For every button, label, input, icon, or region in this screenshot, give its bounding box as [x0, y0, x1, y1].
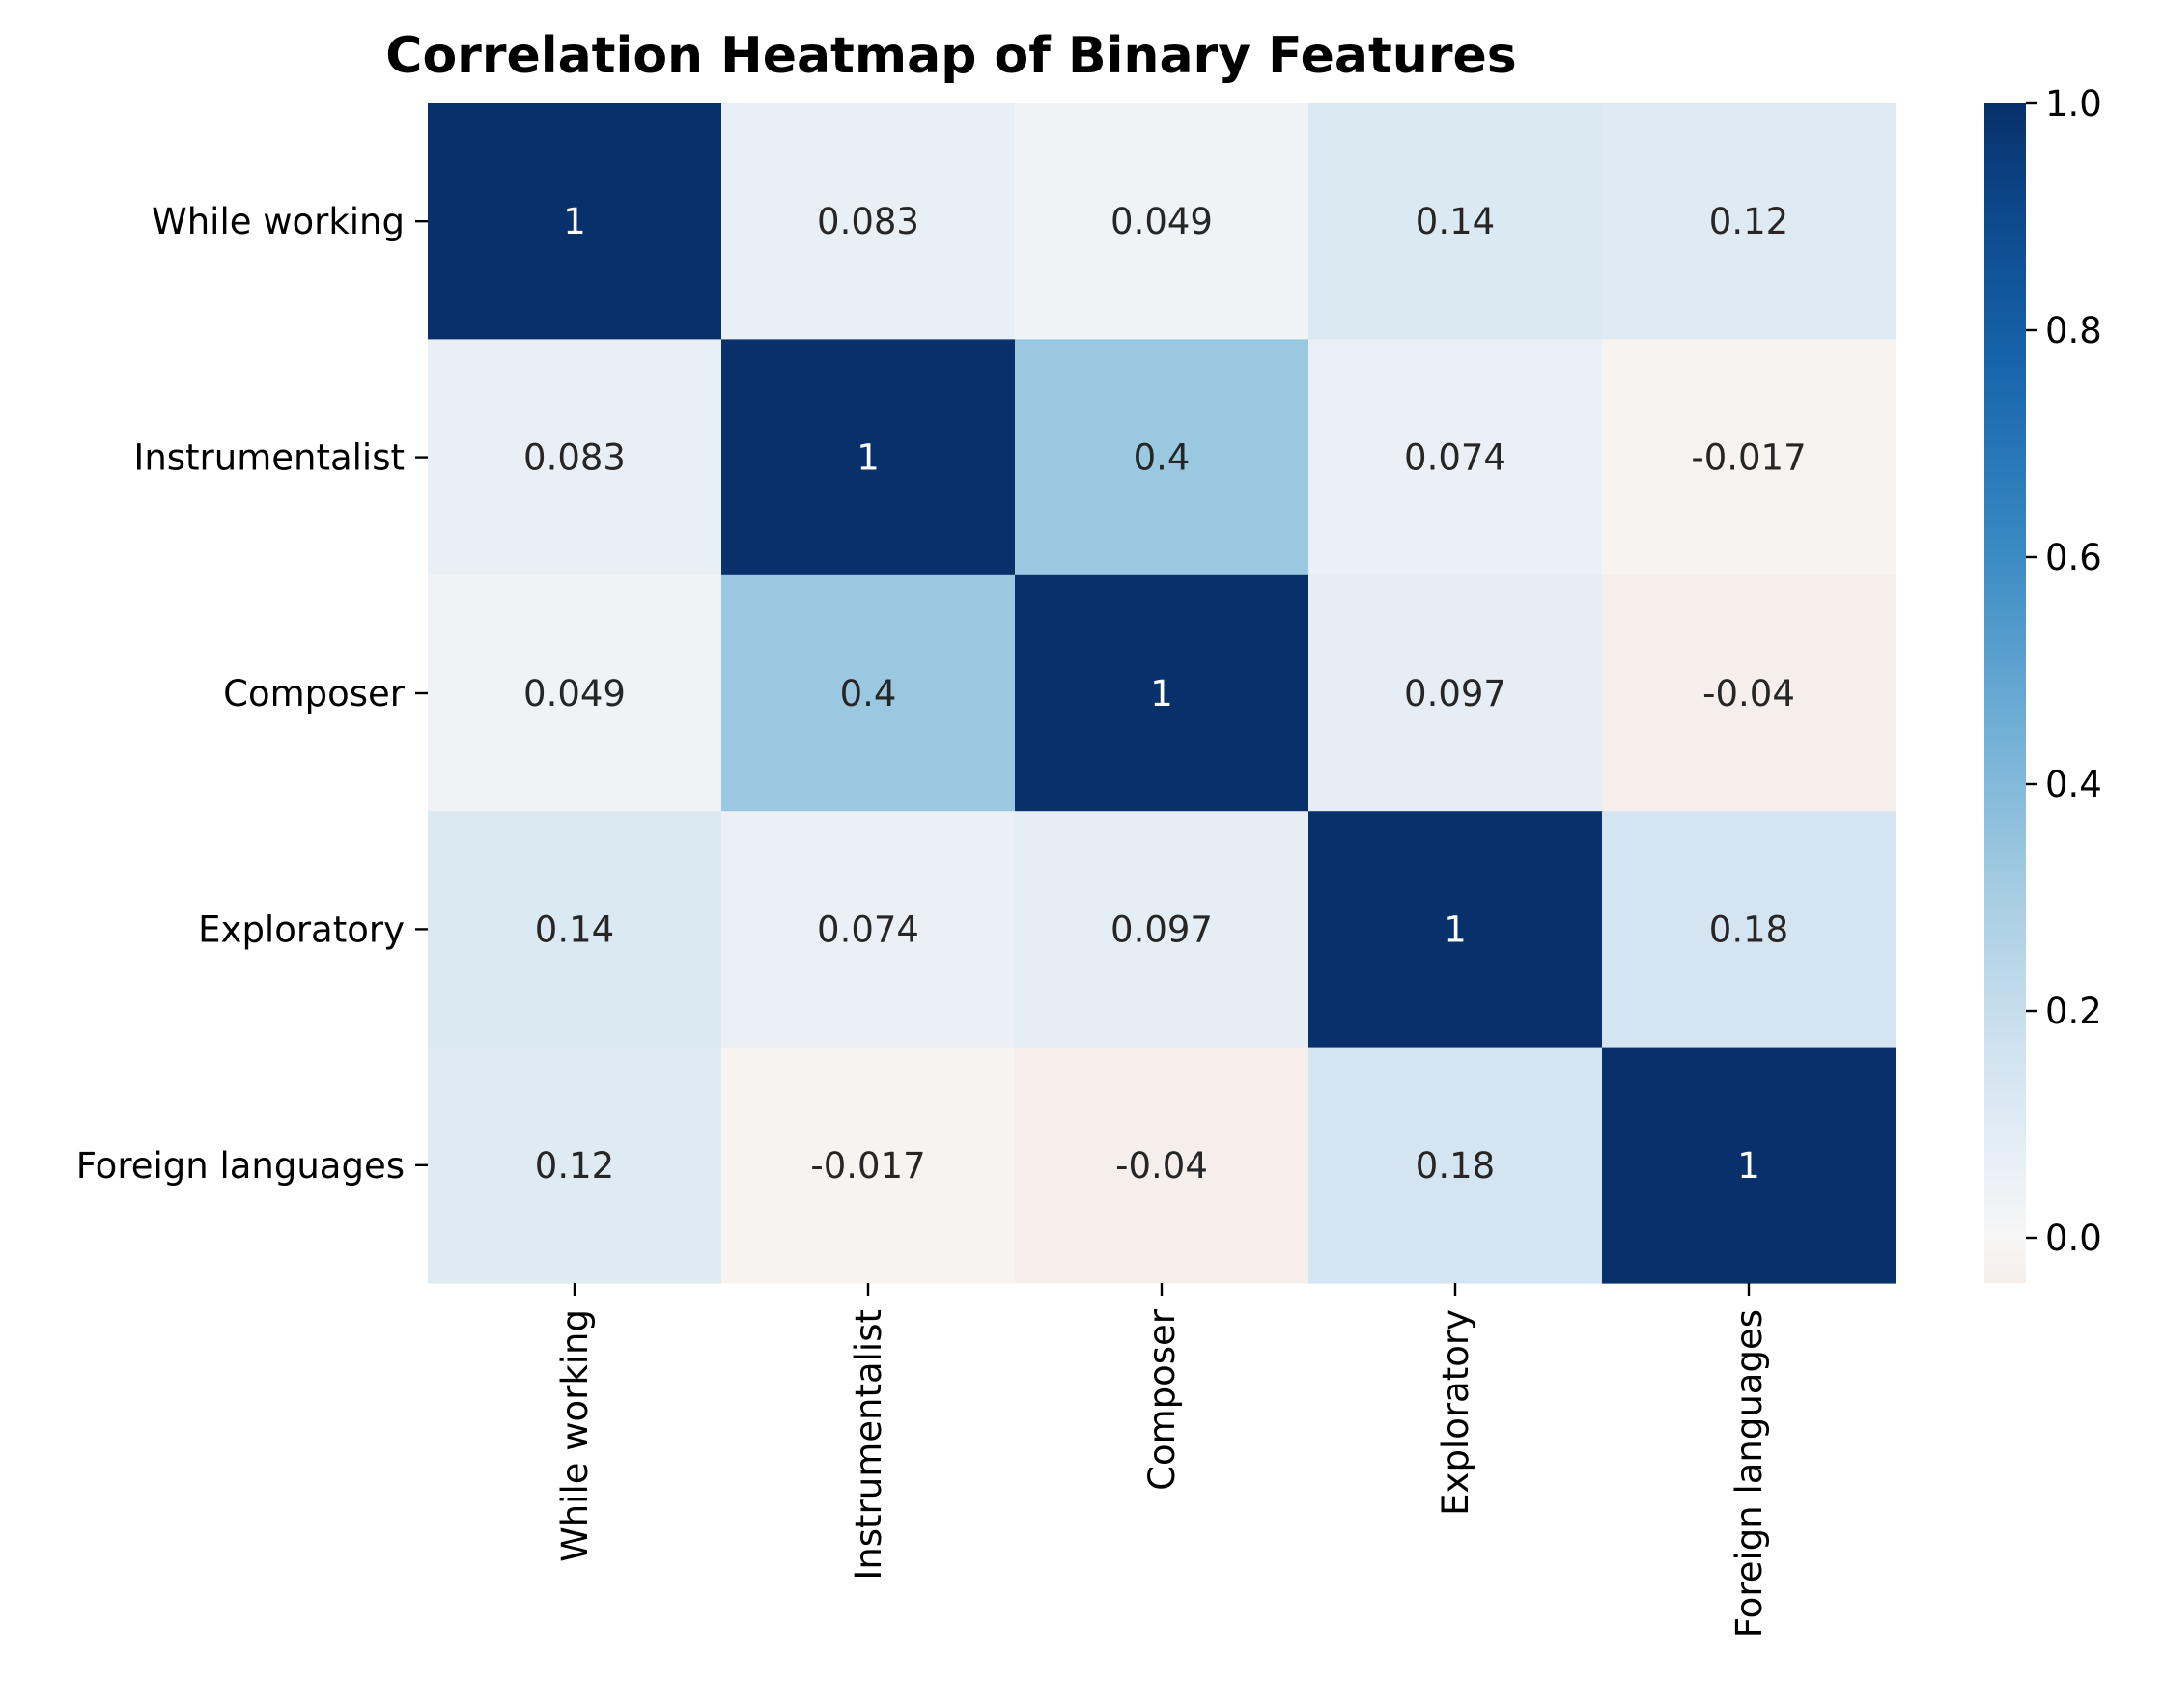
cell-value-label: 0.14	[535, 909, 614, 950]
heatmap-cell	[1602, 103, 1896, 340]
heatmap-cell	[1602, 339, 1896, 576]
cell-value-label: 0.097	[1404, 673, 1506, 714]
heatmap-cell	[428, 574, 722, 812]
cell-value-label: 0.083	[523, 437, 626, 479]
colorbar-tick-label: 0.4	[2045, 764, 2102, 805]
cell-value-label: 1	[857, 437, 880, 479]
colorbar-tick-label: 0.6	[2045, 537, 2102, 578]
row-tick-label: Exploratory	[198, 909, 405, 950]
column-tick-label: Exploratory	[1435, 1309, 1476, 1516]
row-labels: While working Instrumentalist Composer Expl…	[76, 201, 428, 1187]
cell-value-label: 0.12	[535, 1145, 614, 1187]
column-labels: While working Instrumentalist Composer Expl…	[554, 1283, 1770, 1638]
cell-value-label: 0.12	[1709, 201, 1788, 242]
colorbar-tick-label: 0.2	[2045, 991, 2102, 1032]
row-tick-label: While working	[152, 201, 405, 242]
heatmap-cell	[1308, 1047, 1603, 1284]
heatmap-cell	[1015, 103, 1309, 340]
heatmap-cell	[721, 339, 1016, 576]
heatmap-cell	[1308, 339, 1603, 576]
heatmap-cell	[1015, 1047, 1309, 1284]
heatmap-cell	[428, 103, 722, 340]
cell-value-label: -0.017	[1691, 437, 1806, 479]
heatmap-cell	[1308, 103, 1603, 340]
cell-value-label: -0.017	[810, 1145, 925, 1187]
cell-value-label: 0.049	[523, 673, 626, 714]
heatmap-cells	[428, 103, 1896, 1284]
cell-value-label: -0.04	[1115, 1145, 1208, 1187]
heatmap-cell	[1015, 811, 1309, 1049]
cell-value-label: 0.074	[817, 909, 919, 950]
cell-value-label: 0.049	[1110, 201, 1213, 242]
cell-value-label: 0.083	[817, 201, 919, 242]
cell-annotations: 1 0.083 0.049 0.14 0.12 0.083 1 0.4 0.074 -0.017 0…	[523, 201, 1807, 1187]
heatmap-cell	[1602, 811, 1896, 1049]
cell-value-label: 0.074	[1404, 437, 1506, 479]
cell-value-label: 1	[1737, 1145, 1760, 1187]
row-tick-label: Composer	[223, 673, 406, 714]
heatmap-cell	[1308, 811, 1603, 1049]
heatmap-cell	[428, 339, 722, 576]
column-tick-label: Composer	[1141, 1308, 1183, 1491]
heatmap-cell	[1602, 574, 1896, 812]
column-tick-label: Instrumentalist	[848, 1309, 889, 1581]
row-tick-label: Instrumentalist	[133, 437, 405, 479]
heatmap-cell	[721, 811, 1016, 1049]
cell-value-label: 0.14	[1416, 201, 1495, 242]
colorbar-gradient	[1984, 103, 2026, 1283]
colorbar-tick-label: 0.0	[2045, 1218, 2102, 1259]
column-tick-label: Foreign languages	[1728, 1309, 1770, 1638]
heatmap-cell	[721, 574, 1016, 812]
heatmap-cell	[1602, 1047, 1896, 1284]
colorbar: 0.0 0.2 0.4 0.6 0.8 1.0	[1984, 83, 2102, 1283]
heatmap-cell	[1015, 574, 1309, 812]
heatmap-cell	[1015, 339, 1309, 576]
heatmap-cell	[721, 103, 1016, 340]
cell-value-label: 1	[1150, 673, 1173, 714]
cell-value-label: 0.18	[1416, 1145, 1495, 1187]
cell-value-label: 0.097	[1110, 909, 1213, 950]
cell-value-label: 0.4	[840, 673, 897, 714]
row-tick-label: Foreign languages	[76, 1145, 405, 1187]
cell-value-label: 1	[1444, 909, 1467, 950]
cell-value-label: 0.4	[1134, 437, 1191, 479]
heatmap-cell	[428, 811, 722, 1049]
colorbar-tick-label: 0.8	[2045, 310, 2102, 351]
colorbar-tick-label: 1.0	[2045, 83, 2102, 125]
cell-value-label: 0.18	[1709, 909, 1788, 950]
heatmap-cell	[1308, 574, 1603, 812]
cell-value-label: 1	[563, 201, 586, 242]
heatmap-cell	[721, 1047, 1016, 1284]
chart-title: Correlation Heatmap of Binary Features	[385, 27, 1516, 85]
heatmap-cell	[428, 1047, 722, 1284]
cell-value-label: -0.04	[1702, 673, 1795, 714]
column-tick-label: While working	[554, 1309, 596, 1562]
